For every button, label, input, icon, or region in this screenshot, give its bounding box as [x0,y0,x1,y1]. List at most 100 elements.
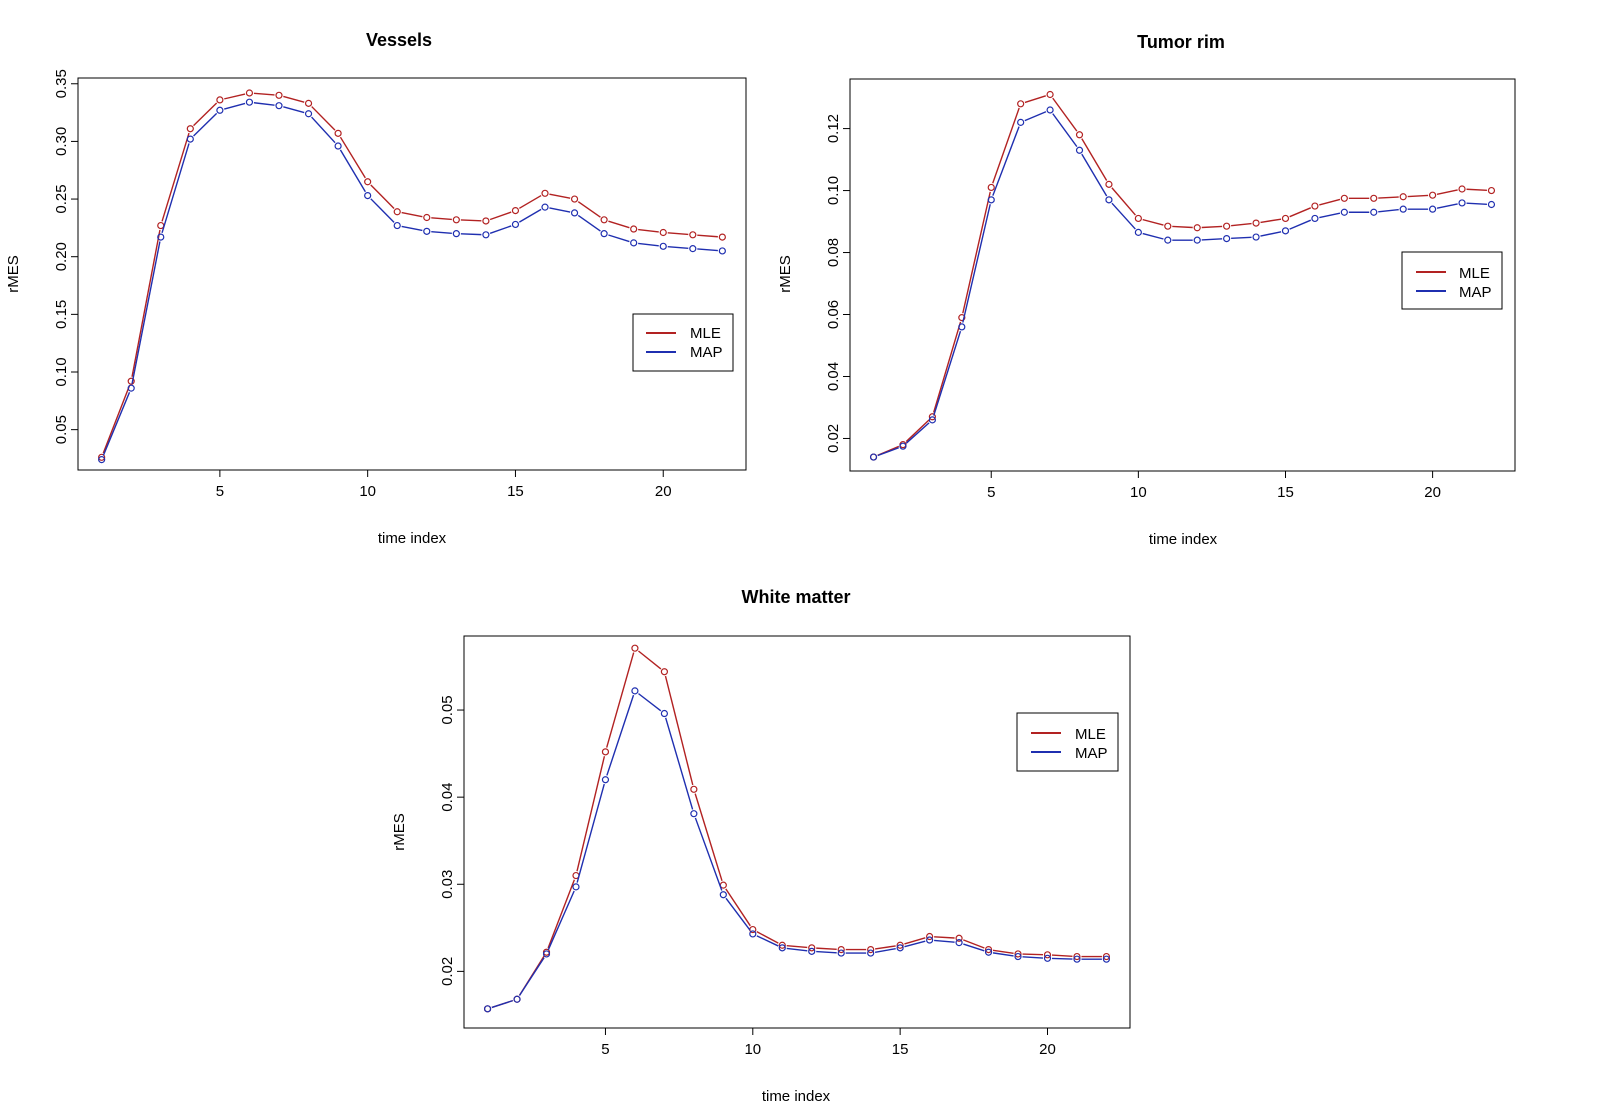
data-point [600,216,608,224]
series-line-segment [431,217,452,221]
series-line-segment [1051,957,1073,960]
series-line-segment [547,890,575,951]
y-tick-label: 0.08 [825,238,842,267]
chart-title: Vessels [366,30,432,50]
y-axis-label: rMES [777,255,794,293]
series-line-segment [1231,222,1252,227]
series-line-segment [460,233,482,236]
data-point [928,413,936,421]
data-point [631,644,639,652]
data-point [778,941,786,949]
series-line-segment [549,193,571,199]
data-point [984,945,993,954]
data-point [364,192,372,200]
data-point [541,203,549,211]
data-point [304,99,313,107]
series-line-segment [339,149,366,193]
data-point [1043,951,1052,959]
x-axis: 5 10 15 20 [216,470,672,500]
data-point [1311,214,1319,223]
series-line-segment [1024,111,1047,122]
series-line-segment [1052,113,1078,148]
series-line-segment [518,208,542,223]
legend-box [1401,251,1503,310]
data-point [216,96,224,104]
series-line-segment [161,143,190,233]
legend-box [1016,712,1119,772]
y-axis: 0.02 0.03 0.04 0.05 [439,695,464,986]
data-point [157,233,165,241]
data-point [631,687,639,695]
data-point [334,129,342,137]
series-line-segment [667,245,689,249]
data-point [1164,236,1172,244]
series-line-segment [1111,187,1136,216]
series-line-segment [697,234,718,238]
data-point [1102,952,1111,961]
series-line-segment [905,419,930,443]
series-line-segment [193,112,218,137]
data-point [1340,194,1348,202]
x-tick-label: 10 [744,1041,761,1058]
data-point [423,213,431,222]
data-point [393,208,401,216]
data-point [660,668,668,676]
data-point [482,217,490,225]
y-tick-label: 0.20 [53,242,70,271]
data-point [216,106,224,114]
data-point [1370,208,1378,216]
series-line-segment [401,211,423,218]
x-tick-label: 10 [1130,484,1147,501]
series-line-segment [606,694,635,776]
data-point [1223,222,1231,230]
data-point [1046,90,1054,99]
series-line-segment [102,385,131,454]
y-tick-label: 0.12 [825,114,842,143]
y-axis-label: rMES [5,255,22,293]
series-line-segment [786,947,808,952]
data-point [955,939,963,947]
legend: MLE MAP [632,313,734,372]
data-point [837,949,845,957]
series-line-segment [577,214,601,232]
data-point [984,948,993,956]
panel-tumor-rim: Tumor rim 5 10 15 20 0.020.040.060.080.100.… [777,32,1516,548]
series-line-segment [694,817,723,891]
series-line-segment [1201,225,1223,229]
series-line-segment [608,220,630,229]
data-point [186,125,194,133]
series-line-segment [431,230,452,234]
series-line-segment [933,330,962,416]
series-line-segment [1289,219,1312,230]
plot-frame [463,635,1131,1029]
data-point [1164,222,1172,230]
series-line-segment [224,93,246,100]
series-line-segment [725,897,751,931]
series-line-segment [370,198,395,223]
plot-frame [77,77,747,471]
data-point [926,932,934,941]
series-line-segment [1081,138,1108,181]
series-line-segment [786,944,808,949]
data-point [718,233,726,241]
series-line-segment [1466,188,1488,192]
data-point [690,810,698,818]
series-line-segment [697,248,718,252]
data-point [958,314,966,322]
data-point [1014,952,1022,961]
panel-vessels: Vessels 5 10 15 20 0.05 0.10 0.15 0.20 0.25 0.30… [5,30,747,547]
data-point [1134,214,1142,223]
series-line-segment [905,422,930,444]
data-point [926,936,934,944]
series-line-segment [131,229,161,377]
series-line-segment [1260,218,1282,224]
series-line-segment [1172,225,1193,229]
data-point [245,98,254,106]
data-point [659,242,667,250]
series-line-segment [131,241,161,384]
chart-title: White matter [741,587,850,607]
series-line-segment [1231,236,1252,240]
x-tick-label: 15 [892,1041,909,1058]
data-point [1252,219,1260,227]
series-line-segment [962,204,991,323]
